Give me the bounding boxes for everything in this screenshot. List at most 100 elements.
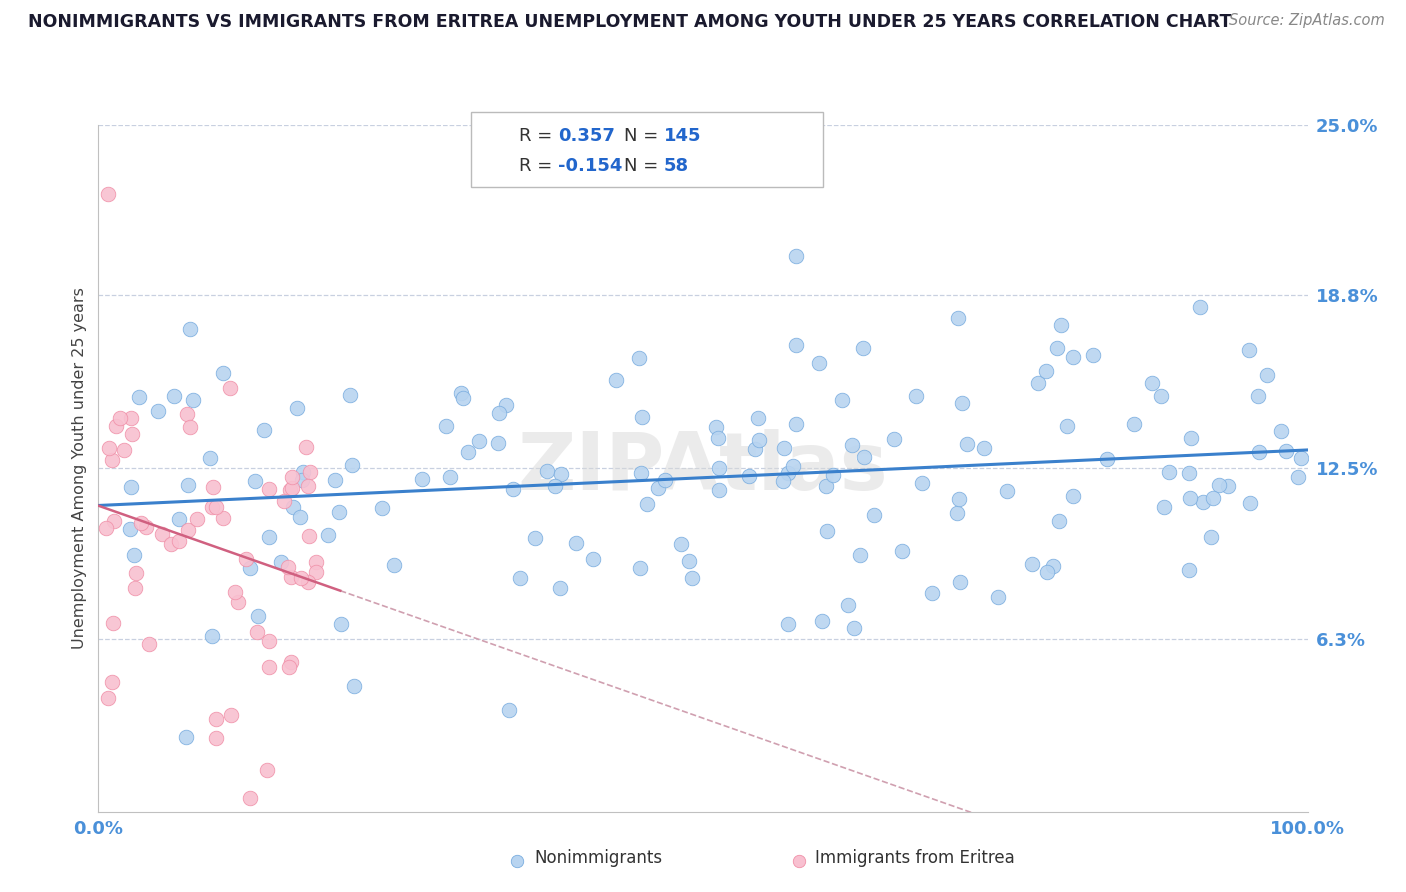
Point — [299, 465, 322, 479]
Point — [257, 482, 280, 496]
Point — [323, 474, 346, 488]
Point — [1247, 389, 1270, 403]
Point — [371, 501, 394, 516]
Text: 58: 58 — [664, 157, 689, 175]
Point — [259, 530, 281, 544]
Point — [1275, 444, 1298, 458]
Point — [785, 249, 807, 263]
Point — [1218, 479, 1240, 493]
Point — [270, 555, 292, 569]
Point — [451, 391, 474, 405]
Point — [1046, 341, 1069, 355]
Point — [630, 467, 652, 481]
Point — [468, 434, 491, 448]
Point — [128, 391, 150, 405]
Point — [1042, 559, 1064, 574]
Point — [290, 571, 312, 585]
Point — [97, 186, 120, 201]
Point — [1056, 419, 1078, 434]
Point — [280, 570, 302, 584]
Point — [97, 690, 120, 705]
Point — [1157, 465, 1180, 479]
Point — [853, 450, 876, 465]
Point — [921, 586, 943, 600]
Point — [212, 511, 235, 525]
Point — [177, 477, 200, 491]
Point — [298, 529, 321, 543]
Text: R =: R = — [519, 127, 558, 145]
Point — [911, 475, 934, 490]
Point — [582, 551, 605, 566]
Point — [212, 367, 235, 381]
Point — [807, 356, 830, 370]
Point — [167, 512, 190, 526]
Point — [146, 403, 169, 417]
Point — [1097, 452, 1119, 467]
Point — [772, 441, 794, 455]
Point — [205, 731, 228, 745]
Point — [973, 442, 995, 456]
Point — [103, 616, 125, 631]
Point — [1199, 531, 1222, 545]
Point — [671, 537, 693, 551]
Point — [101, 453, 124, 467]
Point — [201, 629, 224, 643]
Point — [343, 679, 366, 693]
Point — [631, 409, 654, 424]
Point — [1189, 300, 1212, 314]
Text: Source: ZipAtlas.com: Source: ZipAtlas.com — [1229, 13, 1385, 29]
Point — [439, 469, 461, 483]
Point — [772, 474, 794, 488]
Point — [101, 674, 124, 689]
Point — [1123, 417, 1146, 431]
Point — [890, 544, 912, 558]
Point — [118, 522, 141, 536]
Point — [948, 491, 970, 506]
Point — [862, 508, 884, 522]
Point — [277, 559, 299, 574]
Point — [186, 511, 208, 525]
Point — [163, 389, 186, 403]
Point — [488, 406, 510, 420]
Point — [205, 712, 228, 726]
Point — [120, 480, 142, 494]
Point — [1270, 424, 1292, 438]
Point — [811, 614, 834, 628]
Point — [281, 500, 304, 515]
Point — [235, 552, 257, 566]
Point — [550, 467, 572, 481]
Point — [837, 598, 859, 612]
Point — [1202, 491, 1225, 506]
Text: ZIPAtlas: ZIPAtlas — [517, 429, 889, 508]
Point — [219, 707, 242, 722]
Point — [704, 420, 727, 434]
Point — [1149, 389, 1171, 403]
Point — [747, 410, 769, 425]
Point — [1192, 494, 1215, 508]
Point — [218, 381, 240, 395]
Point — [246, 624, 269, 639]
Point — [1083, 348, 1105, 362]
Point — [124, 581, 146, 595]
Point — [949, 575, 972, 590]
Point — [97, 442, 120, 456]
Point — [1047, 514, 1070, 528]
Point — [179, 321, 201, 335]
Point — [548, 581, 571, 595]
Point — [536, 464, 558, 478]
Point — [280, 655, 302, 669]
Point — [1256, 368, 1278, 382]
Text: 0.357: 0.357 — [558, 127, 614, 145]
Point — [201, 480, 224, 494]
Point — [285, 401, 308, 416]
Point — [849, 548, 872, 562]
Point — [434, 418, 457, 433]
Point — [707, 431, 730, 445]
Point — [1050, 318, 1073, 333]
Point — [259, 633, 281, 648]
Point — [776, 466, 799, 480]
Y-axis label: Unemployment Among Youth under 25 years: Unemployment Among Youth under 25 years — [72, 287, 87, 649]
Point — [524, 532, 547, 546]
Point — [785, 417, 807, 432]
Point — [946, 506, 969, 520]
